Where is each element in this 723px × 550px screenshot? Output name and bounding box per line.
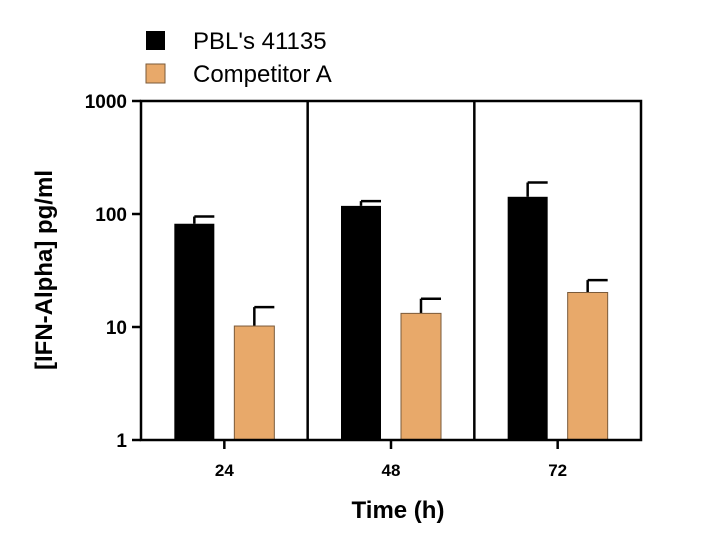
bar-competitor-a-72 bbox=[567, 291, 609, 441]
y-axis-title: [IFN-Alpha] pg/ml bbox=[31, 170, 58, 370]
legend-swatch bbox=[145, 63, 166, 84]
y-tick-label: 1 bbox=[116, 431, 127, 452]
x-axis-title: Time (h) bbox=[352, 497, 445, 524]
x-tick-label: 48 bbox=[382, 461, 401, 480]
bar-pbl-24 bbox=[174, 223, 215, 440]
y-tick-label: 1000 bbox=[85, 92, 127, 113]
legend-label: Competitor A bbox=[193, 61, 332, 88]
bar-competitor-a-24 bbox=[233, 325, 275, 441]
plot-frame bbox=[139, 99, 643, 442]
legend-swatch bbox=[146, 31, 165, 50]
x-axis: 24 48 72 bbox=[215, 440, 567, 480]
bar-pbl-48 bbox=[341, 205, 381, 440]
y-tick-label: 100 bbox=[95, 205, 127, 226]
legend-label: PBL's 41135 bbox=[193, 28, 327, 55]
y-axis: 1 10 100 1000 bbox=[85, 92, 141, 452]
plot-area bbox=[139, 99, 643, 442]
x-tick-label: 72 bbox=[548, 461, 567, 480]
legend: PBL's 41135 Competitor A bbox=[145, 28, 332, 88]
y-tick-label: 10 bbox=[106, 318, 127, 339]
bar-pbl-72 bbox=[507, 196, 548, 440]
bar-competitor-a-48 bbox=[400, 312, 442, 441]
x-tick-label: 24 bbox=[215, 461, 234, 480]
